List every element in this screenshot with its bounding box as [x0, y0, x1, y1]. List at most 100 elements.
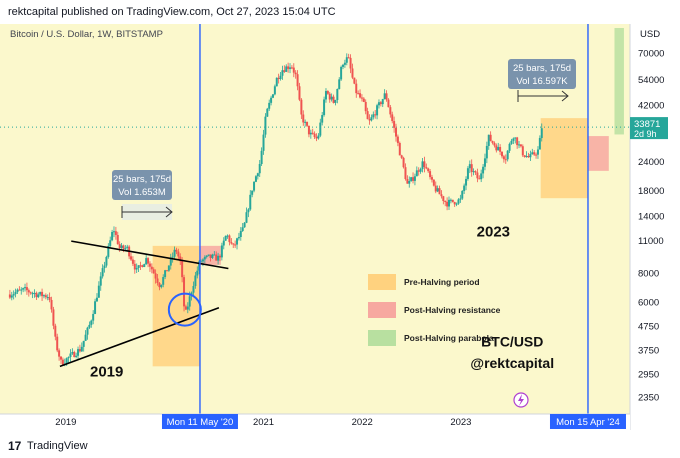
candle-body	[222, 240, 225, 246]
candle-body	[126, 246, 129, 248]
y-tick-label: 8000	[638, 268, 659, 279]
candle-body	[338, 79, 341, 89]
candle-body	[300, 99, 303, 115]
candle-body	[145, 258, 148, 265]
candle-body	[417, 170, 420, 172]
candle-body	[385, 93, 388, 100]
candle-body	[27, 290, 30, 293]
candle-body	[387, 99, 390, 108]
candle-body	[317, 135, 320, 139]
footer-brand[interactable]: TradingView	[27, 440, 88, 452]
candle-body	[35, 292, 38, 298]
legend-swatch-post-halving-resistance	[368, 302, 396, 318]
candle-body	[446, 201, 449, 207]
candle-body	[438, 188, 441, 195]
candle-body	[533, 152, 536, 155]
candle-body	[413, 176, 416, 181]
x-tick-label: 2019	[55, 417, 76, 428]
y-tick-label: 2950	[638, 370, 659, 381]
bottom-circle-highlight	[167, 292, 202, 327]
candle-body	[497, 146, 500, 151]
candle-body	[33, 292, 36, 294]
candle-body	[201, 259, 204, 262]
legend-swatch-post-halving-parabola	[368, 330, 396, 346]
candle-body	[243, 222, 246, 228]
candle-body	[148, 263, 151, 267]
candle-body	[205, 255, 208, 257]
y-tick-label: 24000	[638, 157, 664, 168]
y-axis-unit: USD	[640, 29, 660, 40]
candle-body	[271, 94, 274, 98]
y-tick-label: 2350	[638, 393, 659, 404]
candle-body	[359, 93, 362, 98]
candle-body	[421, 161, 424, 170]
candle-body	[192, 286, 195, 293]
candle-body	[137, 265, 140, 269]
candle-body	[184, 306, 187, 310]
candle-body	[179, 256, 182, 262]
candle-body	[97, 285, 100, 298]
candle-body	[377, 102, 380, 106]
candle-body	[470, 164, 473, 172]
legend-label-pre-halving: Pre-Halving period	[404, 277, 480, 287]
candle-body	[436, 188, 439, 192]
chart-title: Bitcoin / U.S. Dollar, 1W, BITSTAMP	[10, 29, 163, 40]
candle-body	[133, 263, 136, 270]
candle-body	[29, 292, 32, 294]
annotation-3: BTC/USD	[481, 333, 543, 349]
candle-body	[211, 254, 214, 258]
candle-body	[266, 108, 269, 117]
candle-body	[495, 145, 498, 151]
candle-body	[131, 259, 134, 264]
candle-body	[500, 151, 503, 157]
candle-body	[389, 107, 392, 115]
measurement-volume-1: Vol 1.653M	[118, 187, 166, 198]
candle-body	[400, 155, 403, 158]
y-tick-label: 14000	[638, 212, 664, 223]
candle-body	[105, 256, 108, 266]
candle-body	[209, 254, 212, 258]
candle-body	[20, 289, 23, 291]
candle-body	[478, 178, 481, 180]
zone-pre-halving	[540, 118, 588, 199]
candle-body	[468, 164, 471, 169]
candle-body	[254, 176, 257, 182]
candle-body	[427, 168, 430, 172]
candle-body	[18, 289, 21, 291]
candle-body	[491, 140, 494, 143]
candle-body	[188, 296, 191, 307]
trendline-2[interactable]	[71, 240, 229, 270]
candle-body	[287, 66, 290, 69]
x-tick-label: 2023	[450, 417, 471, 428]
candle-body	[78, 349, 81, 352]
candle-body	[224, 235, 227, 241]
candle-body	[529, 154, 532, 158]
candle-body	[67, 357, 70, 359]
trendline-1[interactable]	[59, 307, 220, 368]
candle-body	[334, 99, 337, 103]
candle-body	[451, 199, 454, 203]
candle-body	[120, 245, 123, 248]
candle-body	[336, 88, 339, 100]
candle-body	[304, 121, 307, 123]
chart[interactable]: 25 bars, 175d Vol 1.653M 25 bars, 175d Vol …	[0, 24, 680, 434]
zone-pre-halving	[152, 245, 200, 367]
candle-body	[504, 159, 507, 161]
candle-body	[162, 277, 165, 285]
candle-body	[370, 117, 373, 121]
candle-body	[124, 247, 127, 249]
y-axis	[630, 24, 680, 430]
candle-body	[404, 167, 407, 180]
candle-body	[512, 138, 515, 141]
x-tick-label: 2022	[352, 417, 373, 428]
candle-body	[328, 93, 331, 100]
publish-line: rektcapital published on TradingView.com…	[0, 0, 680, 24]
candle-body	[307, 125, 310, 135]
candle-body	[275, 77, 278, 87]
candle-body	[77, 349, 80, 356]
last-price-countdown: 2d 9h	[634, 129, 657, 139]
candle-body	[95, 297, 98, 302]
candle-body	[364, 101, 367, 112]
candle-body	[239, 231, 242, 238]
candle-body	[61, 359, 64, 366]
